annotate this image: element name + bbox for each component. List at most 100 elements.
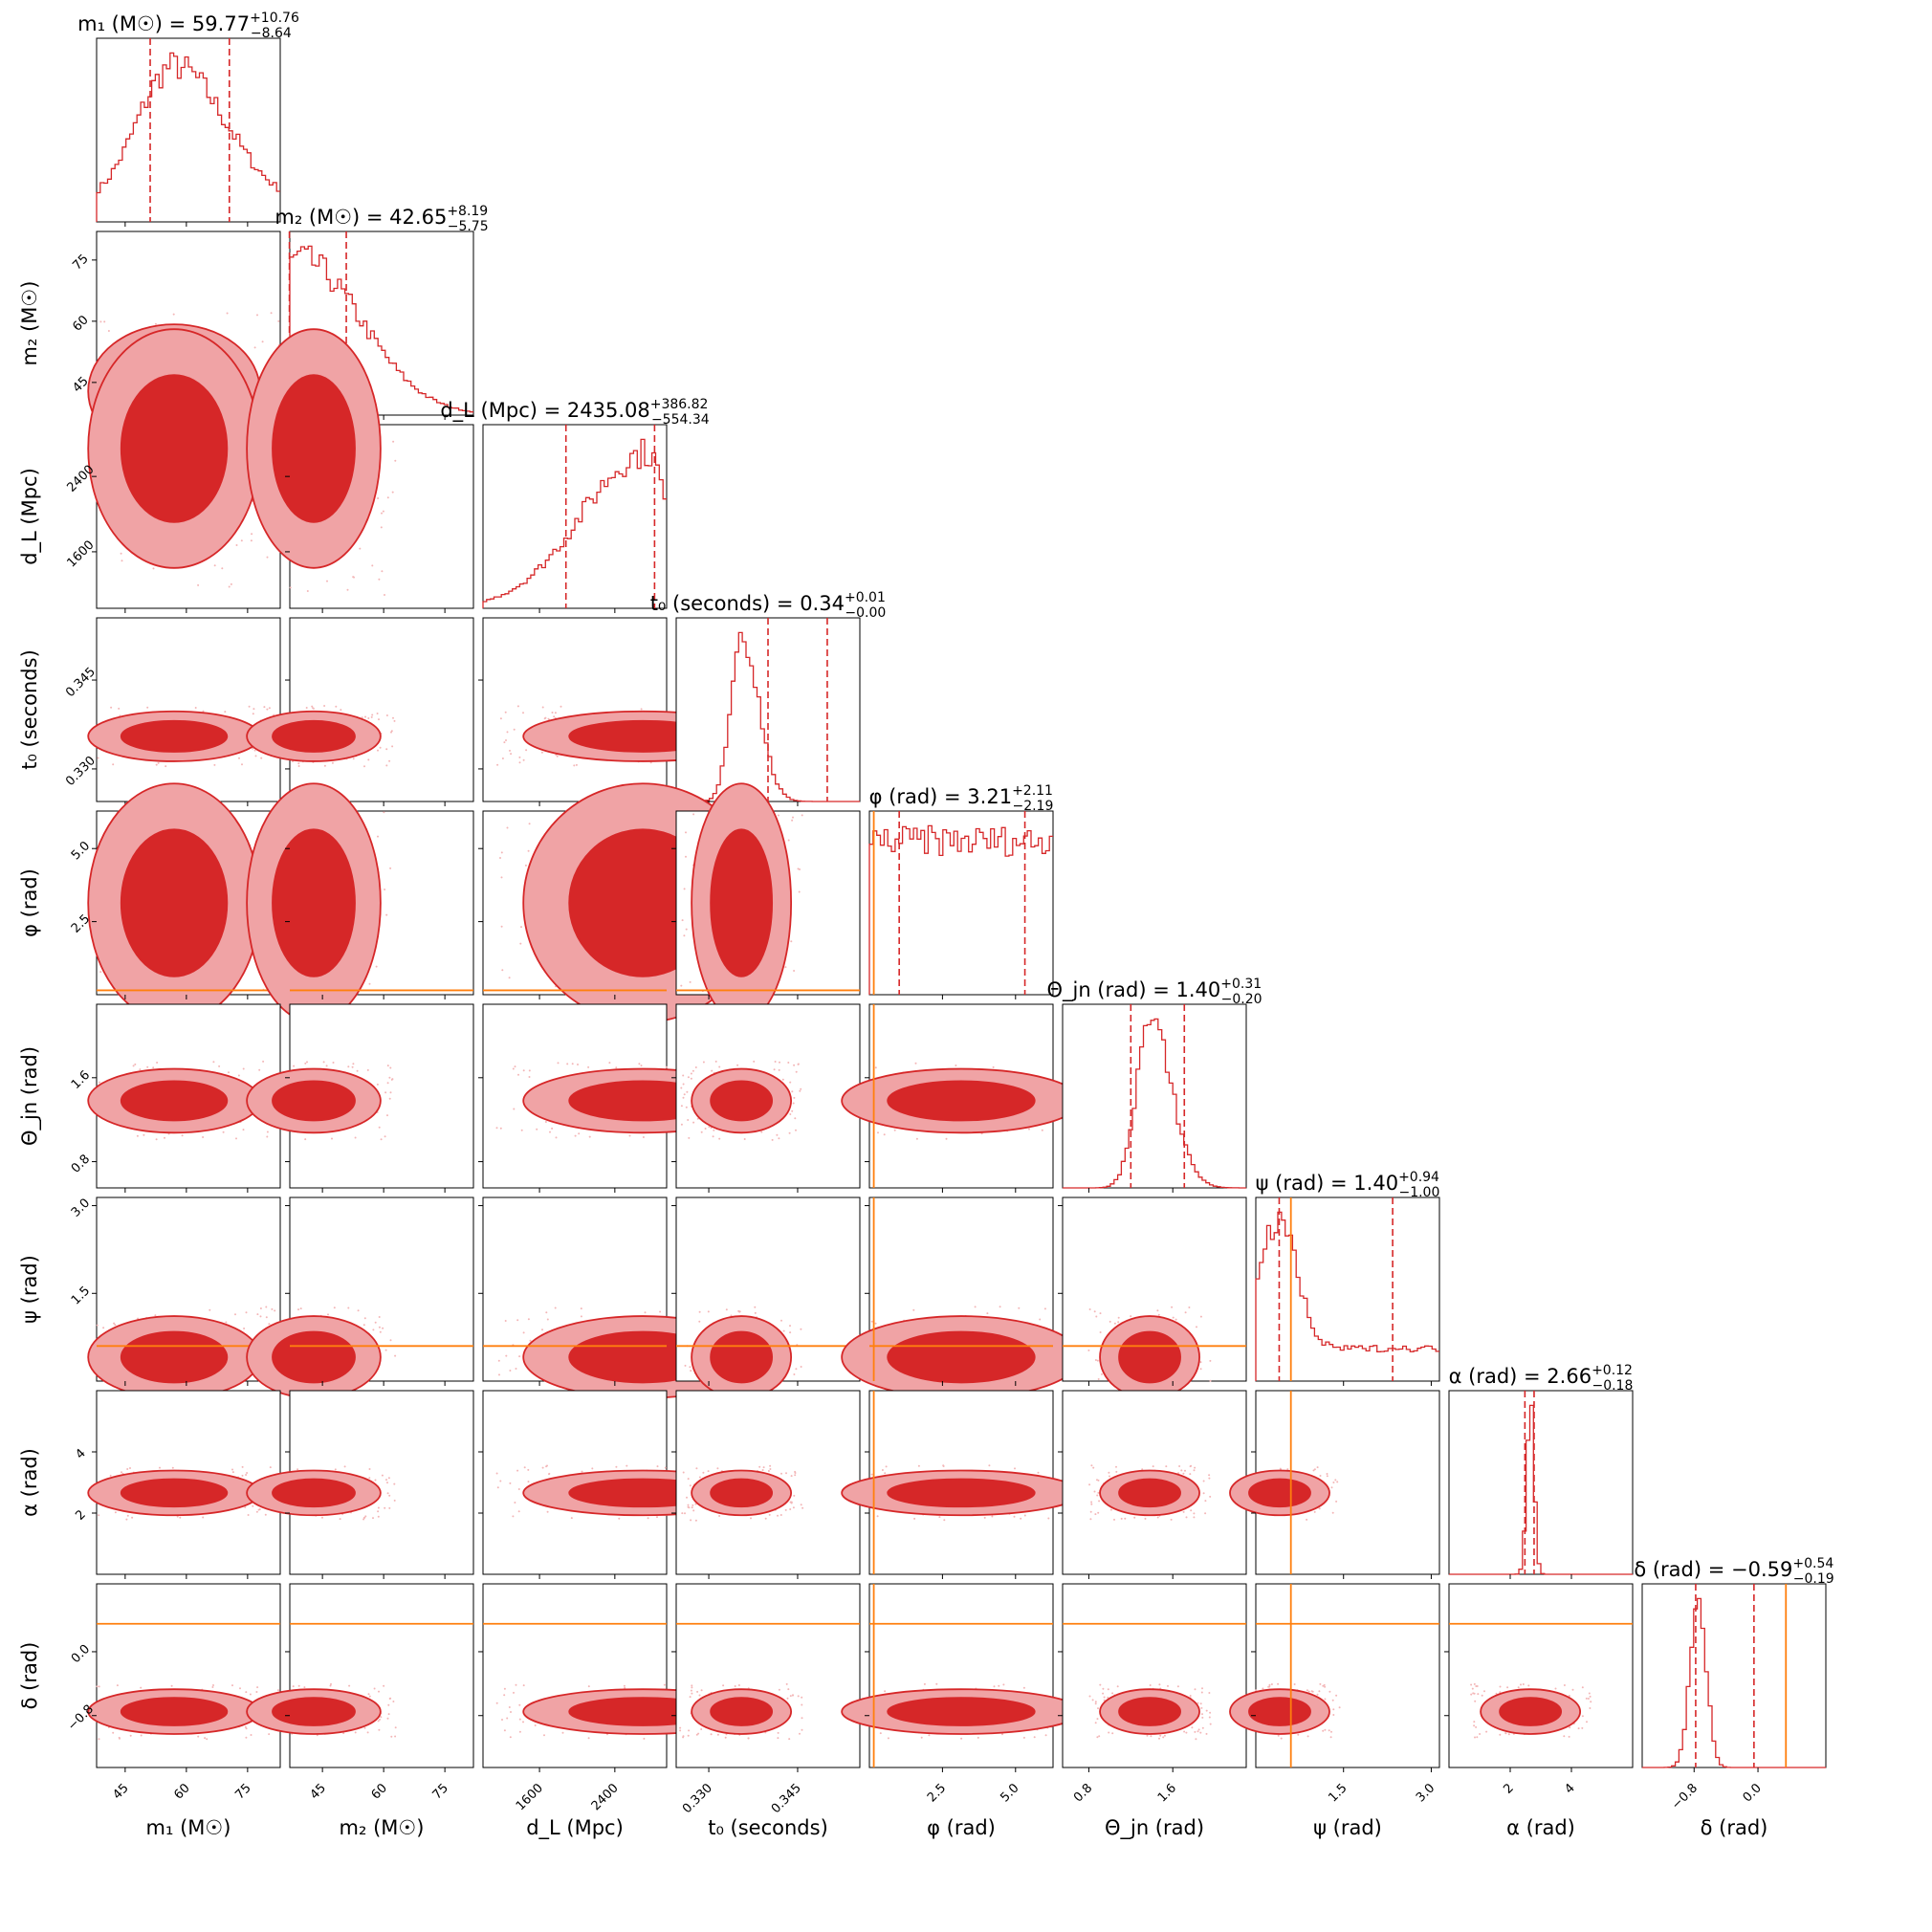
sample-point	[514, 1065, 516, 1068]
sample-point	[380, 1716, 383, 1719]
sample-point	[794, 1472, 797, 1474]
sample-point	[99, 1081, 100, 1084]
sample-point	[1171, 1306, 1174, 1308]
sample-point	[1109, 1320, 1111, 1323]
sample-point	[297, 1308, 299, 1311]
y-tick-label-theta: 0.8	[69, 1152, 93, 1175]
sample-point	[1133, 1516, 1136, 1519]
sample-point	[376, 1083, 379, 1086]
sample-point	[1170, 1518, 1173, 1521]
sample-point	[1202, 1492, 1205, 1495]
sample-point	[381, 570, 384, 573]
sample-point	[299, 1307, 302, 1310]
sample-point	[588, 1135, 591, 1138]
sample-point	[1096, 1736, 1099, 1739]
sample-point	[928, 1734, 931, 1737]
sample-point	[389, 1091, 392, 1094]
scatter-panel-t0-delta	[671, 1583, 861, 1772]
sample-point	[381, 1474, 384, 1477]
sample-point	[1193, 1469, 1196, 1472]
sample-point	[687, 1076, 690, 1079]
sample-point	[254, 755, 257, 757]
sample-point	[762, 1466, 765, 1469]
sample-point	[988, 1464, 991, 1467]
sample-point	[754, 1306, 757, 1308]
sample-point	[378, 1728, 381, 1731]
sample-point	[794, 1117, 797, 1120]
sample-point	[692, 813, 695, 816]
x-tick-label-m2: 60	[369, 1781, 390, 1802]
sample-point	[1311, 1690, 1314, 1693]
sample-point	[194, 707, 197, 709]
sample-point	[297, 1684, 300, 1687]
sample-point	[1267, 1685, 1270, 1688]
sample-point	[387, 1713, 390, 1716]
sample-point	[1156, 1309, 1159, 1312]
contour-inner	[272, 719, 356, 753]
sample-point	[1318, 1507, 1321, 1510]
sample-point	[268, 1323, 271, 1326]
y-tick-label-t0: 0.330	[63, 754, 99, 789]
sample-point	[682, 1083, 685, 1086]
sample-point	[884, 1690, 887, 1693]
sample-point	[580, 1315, 582, 1318]
sample-point	[788, 1738, 791, 1741]
sample-point	[1120, 1517, 1123, 1520]
sample-point	[394, 1735, 397, 1738]
sample-point	[503, 1687, 506, 1690]
sample-point	[1471, 1687, 1474, 1690]
sample-point	[1329, 1736, 1332, 1739]
sample-point	[1098, 1735, 1101, 1738]
x-tick-label-alpha: 4	[1562, 1781, 1577, 1796]
x-tick-label-alpha: 2	[1501, 1781, 1516, 1796]
sample-point	[234, 1313, 236, 1316]
sample-point	[697, 1732, 700, 1735]
sample-point	[277, 319, 280, 322]
x-axis-label-delta: δ (rad)	[1701, 1816, 1768, 1839]
sample-point	[551, 1127, 554, 1130]
sample-point	[791, 1109, 794, 1112]
sample-point	[259, 1307, 262, 1309]
sample-point	[1313, 1468, 1316, 1471]
sample-point	[643, 1737, 646, 1740]
contour-inner	[1248, 1697, 1311, 1726]
sample-point	[246, 1472, 249, 1474]
sample-point	[1097, 1511, 1100, 1514]
contour-inner	[1248, 1478, 1311, 1508]
sample-point	[1470, 1683, 1473, 1686]
scatter-panel-t0-alpha	[671, 1390, 861, 1579]
sample-point	[1209, 1711, 1212, 1714]
sample-point	[945, 1137, 948, 1140]
sample-point	[296, 1468, 299, 1471]
sample-point	[1527, 1684, 1530, 1687]
sample-point	[998, 1684, 1000, 1687]
sample-point	[1089, 1510, 1092, 1513]
sample-point	[773, 1068, 776, 1071]
sample-point	[1319, 1682, 1322, 1685]
sample-point	[1001, 1733, 1003, 1736]
sample-point	[505, 739, 507, 741]
sample-point	[587, 1065, 590, 1068]
sample-point	[1097, 1479, 1100, 1482]
sample-point	[347, 1306, 350, 1309]
sample-point	[113, 1322, 116, 1325]
x-tick-label-t0: 0.330	[680, 1781, 715, 1816]
sample-point	[528, 1076, 531, 1078]
sample-point	[690, 1072, 692, 1075]
sample-point	[659, 1310, 662, 1313]
sample-point	[541, 1466, 544, 1469]
sample-point	[1208, 1716, 1211, 1719]
sample-point	[656, 1516, 658, 1519]
sample-point	[255, 1510, 258, 1513]
sample-point	[710, 1733, 713, 1736]
sample-point	[389, 1066, 392, 1069]
sample-point	[684, 1364, 687, 1367]
sample-point	[695, 1733, 698, 1736]
sample-point	[870, 1320, 873, 1323]
sample-point	[527, 1318, 530, 1321]
sample-point	[367, 1693, 370, 1696]
sample-point	[543, 1734, 545, 1737]
sample-point	[1554, 1687, 1557, 1690]
sample-point	[112, 1731, 115, 1734]
sample-point	[1098, 1500, 1101, 1503]
